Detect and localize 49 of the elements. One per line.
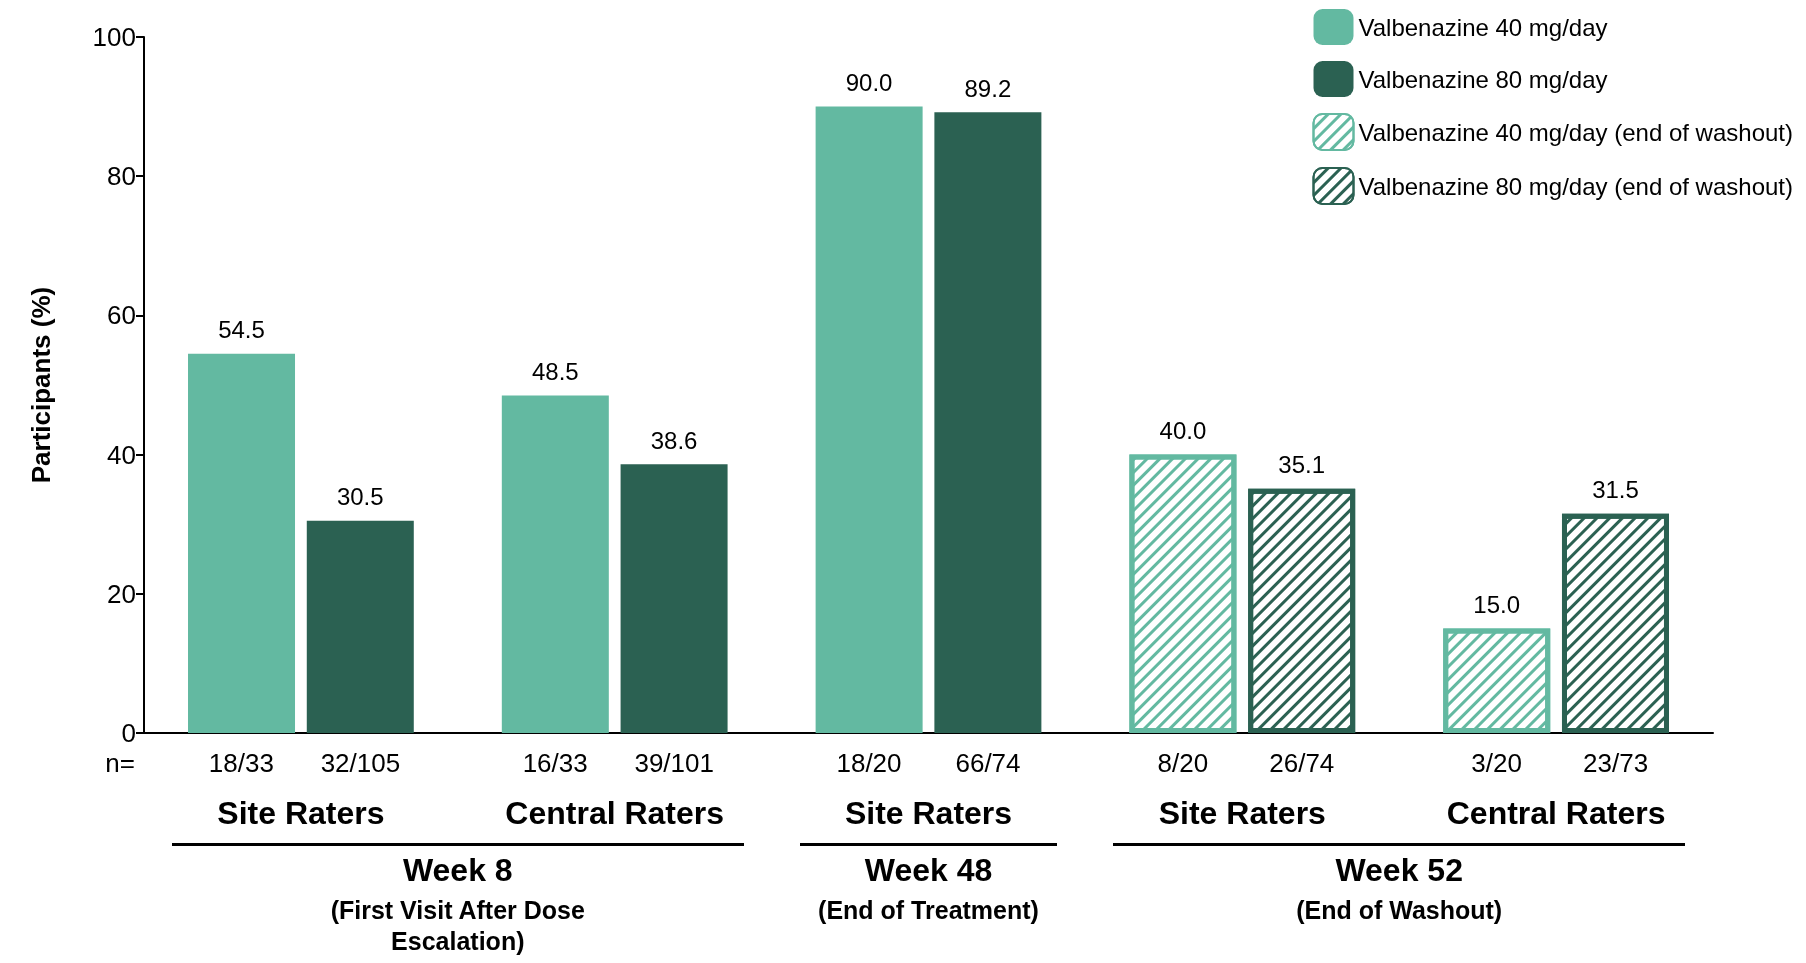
data-label: 15.0 bbox=[1473, 591, 1521, 619]
data-label: 30.5 bbox=[336, 483, 384, 511]
text: Week 8 bbox=[402, 852, 513, 889]
legend-label: Valbenazine 40 mg/day (end of washout) bbox=[1358, 118, 1793, 146]
legend-label: Valbenazine 80 mg/day bbox=[1358, 65, 1608, 93]
text: Week 52 bbox=[1335, 852, 1463, 889]
bar bbox=[188, 353, 296, 733]
text: 18/33 bbox=[208, 748, 274, 779]
x-tick-label: Site Raters bbox=[217, 795, 385, 831]
text: (End of Washout) bbox=[1295, 895, 1504, 926]
x-tick-label: Site Raters bbox=[1158, 795, 1326, 831]
text: 39/101 bbox=[634, 748, 714, 779]
y-axis-title: Participants (%) bbox=[26, 286, 56, 484]
data-label: 38.6 bbox=[650, 426, 698, 454]
bar bbox=[501, 395, 609, 733]
data-label: 40.0 bbox=[1159, 417, 1207, 445]
legend-label: Valbenazine 40 mg/day bbox=[1358, 13, 1608, 41]
text: n= bbox=[105, 748, 135, 779]
text: 18/20 bbox=[836, 748, 902, 779]
text: 26/74 bbox=[1269, 748, 1335, 779]
bar bbox=[815, 106, 923, 733]
text: 32/105 bbox=[320, 748, 401, 779]
text: (End of Treatment) bbox=[817, 895, 1040, 926]
text: 8/20 bbox=[1157, 748, 1209, 779]
text: 16/33 bbox=[522, 748, 588, 779]
y-tick-label: 20 bbox=[107, 578, 136, 609]
data-label: 54.5 bbox=[218, 316, 265, 344]
x-tick-label: Central Raters bbox=[1446, 795, 1666, 831]
x-tick-label: Central Raters bbox=[505, 795, 725, 831]
y-tick-label: 60 bbox=[107, 300, 136, 331]
y-tick-label: 100 bbox=[92, 22, 136, 52]
data-label: 89.2 bbox=[964, 74, 1012, 102]
y-tick-label: 0 bbox=[121, 718, 136, 748]
data-label: 48.5 bbox=[531, 357, 579, 385]
data-label: 31.5 bbox=[1592, 476, 1639, 504]
bar bbox=[620, 464, 728, 733]
y-tick-label: 40 bbox=[107, 439, 136, 470]
text: Week 48 bbox=[864, 852, 993, 889]
text: 23/73 bbox=[1583, 748, 1649, 779]
y-tick-label: 80 bbox=[107, 161, 136, 192]
bar bbox=[934, 112, 1042, 733]
text: (First Visit After Dose Escalation) bbox=[329, 895, 586, 958]
data-label: 90.0 bbox=[845, 69, 893, 97]
x-tick-label: Site Raters bbox=[844, 795, 1013, 831]
data-label: 35.1 bbox=[1278, 451, 1326, 479]
text: 3/20 bbox=[1471, 748, 1522, 779]
text: 66/74 bbox=[955, 748, 1021, 779]
bar bbox=[306, 520, 414, 733]
legend-label: Valbenazine 80 mg/day (end of washout) bbox=[1358, 172, 1793, 200]
